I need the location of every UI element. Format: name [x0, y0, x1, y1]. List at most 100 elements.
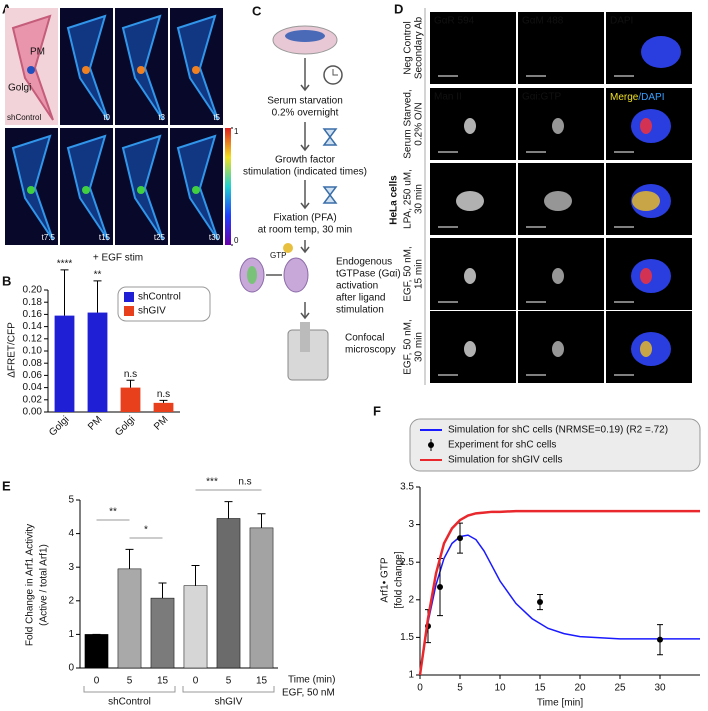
y-tick-label: 0.20 [23, 285, 43, 296]
y-tick-label: 2 [408, 594, 414, 605]
label: Serum starvation [267, 96, 343, 107]
x-tick-label: Golgi [113, 414, 137, 438]
label: Growth factor [275, 155, 336, 166]
label: Gαi:GTP [522, 92, 561, 103]
x-tick-label: PM [152, 414, 170, 432]
label: activation [336, 281, 378, 292]
label: t30 [209, 233, 221, 242]
x-axis-label: Time [min] [537, 698, 584, 709]
y-axis-label: Fold Change in Arf1 Activity [25, 524, 36, 646]
legend-label: Experiment for shC cells [448, 440, 556, 451]
significance: * [144, 525, 148, 536]
y-tick-label: 2 [68, 595, 74, 606]
x-tick-label: 10 [494, 683, 506, 694]
label: Serum Starved, [403, 89, 414, 158]
legend-label: shGIV [138, 306, 166, 317]
x-tick-label: Golgi [47, 414, 71, 438]
point [657, 636, 663, 643]
microscope-arm [300, 322, 310, 352]
golgi-spot [82, 186, 90, 194]
group-label: shControl [108, 697, 151, 708]
bar [84, 634, 109, 669]
legend-swatch [124, 306, 134, 316]
golgi-spot [27, 66, 35, 74]
y-axis-label: [fold change] [394, 551, 405, 608]
stain [632, 191, 660, 211]
label: stimulation (indicated times) [243, 167, 367, 178]
channel-label: Merge/DAPI [610, 92, 664, 103]
label: DAPI [610, 16, 633, 27]
legend-swatch [124, 292, 134, 302]
label: 0.2% overnight [272, 108, 339, 119]
x-tick-label: 0 [193, 676, 199, 687]
line [418, 509, 700, 676]
stain [456, 191, 484, 211]
annotation: n.s [157, 389, 170, 400]
panel-label: E [2, 478, 11, 493]
y-tick-label: 0.10 [23, 346, 43, 357]
error-bar [224, 501, 233, 519]
dapi: /DAPI [638, 92, 664, 103]
gtp-bead [283, 243, 293, 253]
panel-label: B [2, 273, 11, 288]
panel-label: C [252, 3, 262, 18]
stain [640, 268, 652, 284]
hourglass [322, 128, 338, 146]
error-bar [257, 513, 266, 528]
annotation: n.s [124, 369, 137, 380]
y-axis-label: (Active / total Arf1) [39, 544, 50, 626]
bar [183, 585, 208, 669]
y-tick-label: 4 [68, 528, 74, 539]
x-tick-label: 0 [417, 683, 423, 694]
hourglass [322, 186, 338, 204]
arrowhead [300, 202, 310, 210]
label: Endogenous [336, 257, 392, 268]
label: Fixation (PFA) [273, 213, 336, 224]
label: at room temp, 30 min [258, 225, 352, 236]
x-tick-label: 30 [654, 683, 666, 694]
point [457, 535, 463, 542]
bar [249, 527, 274, 669]
x-axis-label: Time (min) [288, 675, 335, 686]
y-tick-label: 0.12 [23, 333, 43, 344]
group-bracket [182, 686, 275, 693]
y-tick-label: 0.06 [23, 370, 43, 381]
legend-label: Simulation for shC cells (NRMSE=0.19) (R… [448, 425, 668, 436]
legend [117, 286, 211, 322]
merge: Merge [610, 92, 639, 103]
error-bar [60, 269, 69, 316]
label: t15 [99, 233, 111, 242]
error-bar [126, 379, 135, 388]
significance: n.s [238, 477, 251, 488]
nucleus [641, 36, 681, 68]
annotation: **** [57, 259, 73, 270]
bar [54, 315, 75, 412]
group-bracket [83, 686, 176, 693]
label: 0 [234, 236, 239, 245]
golgi-spot [137, 66, 145, 74]
label: GαM 488 [522, 16, 564, 27]
line [419, 534, 700, 676]
stain [552, 268, 564, 284]
label: stimulation [336, 305, 384, 316]
x-tick-label: 25 [614, 683, 626, 694]
label: t5 [213, 113, 220, 122]
bar [117, 568, 142, 669]
y-tick-label: 1 [68, 629, 74, 640]
panel-label: D [394, 1, 403, 16]
label: PM [30, 47, 45, 58]
label: t25 [154, 233, 166, 242]
label: Secondary Ab [414, 16, 425, 79]
label: Neg Control [403, 21, 414, 74]
y-tick-label: 3 [408, 519, 414, 530]
error-bar [125, 548, 134, 569]
error-bar [93, 280, 102, 313]
significance: *** [206, 477, 218, 488]
bar [120, 387, 141, 412]
x-tick-label: 15 [157, 676, 169, 687]
x-tick-label: 0 [94, 676, 100, 687]
y-tick-label: 0.00 [23, 407, 43, 418]
y-tick-label: 1 [408, 670, 414, 681]
point [537, 599, 543, 606]
